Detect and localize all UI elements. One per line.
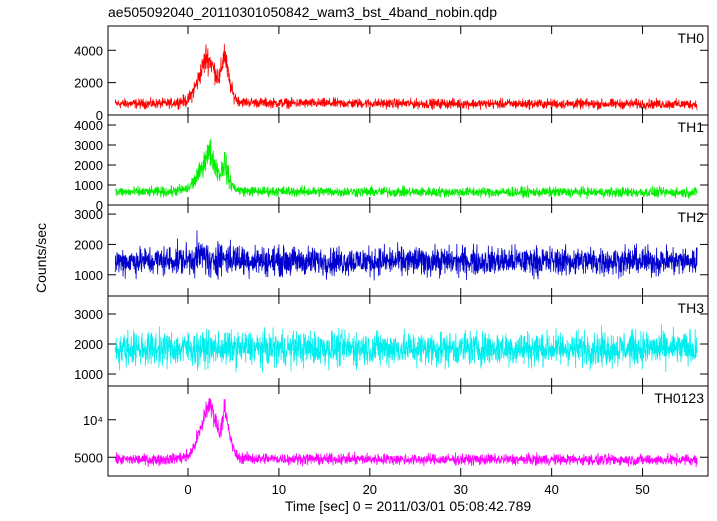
panel-label-th2: TH2	[678, 209, 705, 225]
y-tick-label-th1: 0	[96, 198, 103, 213]
series-th0	[114, 43, 698, 112]
y-tick-label-th3: 3000	[74, 307, 103, 322]
x-tick-label: 30	[453, 482, 467, 497]
y-tick-label-th0123: 5000	[74, 450, 103, 465]
y-tick-label-th1: 1000	[74, 178, 103, 193]
x-tick-label: 40	[544, 482, 558, 497]
x-axis-label: Time [sec] 0 = 2011/03/01 05:08:42.789	[285, 498, 532, 514]
series-th0123	[115, 397, 698, 468]
y-tick-label-th1: 2000	[74, 158, 103, 173]
y-tick-label-th1: 3000	[74, 138, 103, 153]
y-axis-label: Counts/sec	[33, 223, 49, 293]
panel-label-th0: TH0	[678, 30, 705, 46]
panel-th0123: 5000 10⁴ TH0123	[74, 385, 709, 477]
series-th3	[114, 324, 698, 373]
x-tick-label: 50	[635, 482, 649, 497]
panel-frame-th0123	[107, 385, 709, 477]
panel-label-th1: TH1	[678, 119, 705, 135]
panel-th1: 0 1000 2000 3000 4000 TH1	[74, 114, 709, 213]
y-tick-label-th3: 2000	[74, 337, 103, 352]
panel-label-th0123: TH0123	[654, 390, 704, 406]
chart-title: ae505092040_20110301050842_wam3_bst_4ban…	[108, 4, 497, 20]
x-tick-label: 20	[363, 482, 377, 497]
panel-th2: 1000 2000 3000 TH2	[74, 204, 709, 297]
y-tick-label-th0: 0	[96, 108, 103, 123]
x-tick-label: 10	[272, 482, 286, 497]
series-th2	[114, 230, 698, 281]
panel-th3: 1000 2000 3000 TH3	[74, 295, 709, 387]
y-tick-label-th2: 1000	[74, 268, 103, 283]
y-tick-label-th3: 1000	[74, 367, 103, 382]
y-tick-label-th1: 4000	[74, 118, 103, 133]
series-th1	[114, 138, 698, 200]
y-tick-label-th2: 3000	[74, 207, 103, 222]
y-tick-label-th2: 2000	[74, 237, 103, 252]
panel-label-th3: TH3	[678, 300, 705, 316]
y-tick-label-th0: 2000	[74, 76, 103, 91]
x-tick-label: 0	[184, 482, 191, 497]
y-tick-label-th0123: 10⁴	[83, 413, 103, 428]
y-tick-label-th0: 4000	[74, 43, 103, 58]
panel-th0: 0 2000 4000 TH0	[74, 25, 709, 123]
